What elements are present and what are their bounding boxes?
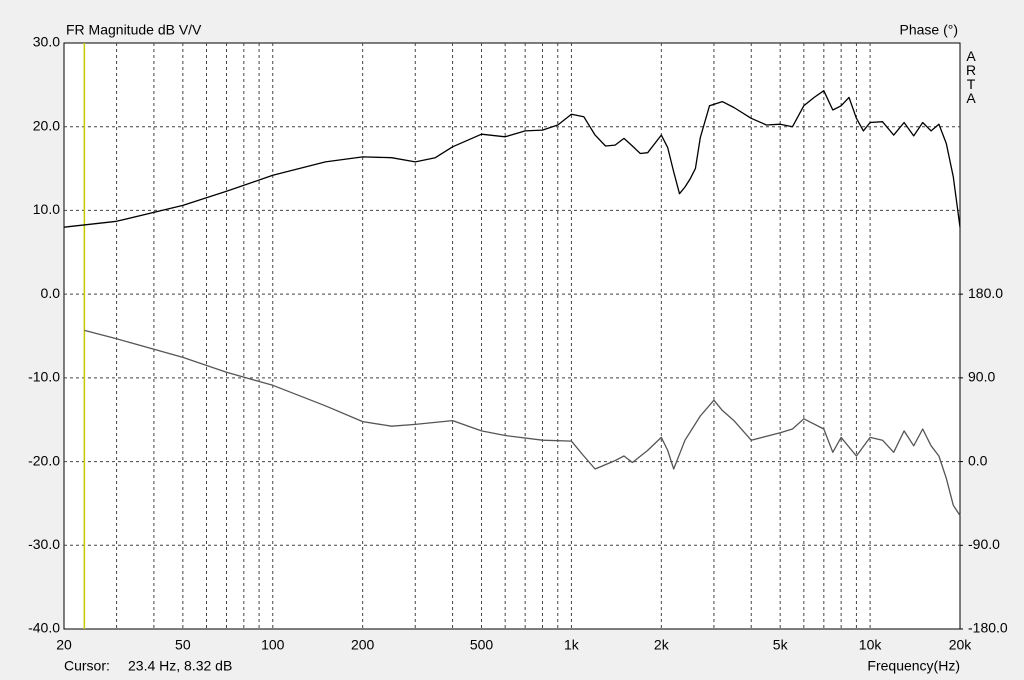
x-tick-label: 500 <box>470 637 494 653</box>
y2-tick-label: 0.0 <box>968 452 988 468</box>
y-tick-label: 20.0 <box>33 117 60 133</box>
x-tick-label: 2k <box>654 637 670 653</box>
x-axis-label: Frequency(Hz) <box>867 658 960 674</box>
x-tick-label: 1k <box>564 637 580 653</box>
cursor-text: 23.4 Hz, 8.32 dB <box>128 658 232 674</box>
y2-axis-label: Phase (°) <box>899 22 958 38</box>
x-tick-label: 20 <box>56 637 72 653</box>
data-line <box>84 329 961 516</box>
y-tick-label: 30.0 <box>33 34 60 50</box>
y-tick-label: -10.0 <box>28 369 60 385</box>
y-tick-label: -30.0 <box>28 536 60 552</box>
y2-tick-label: 90.0 <box>968 369 995 385</box>
y-tick-label: 10.0 <box>33 201 60 217</box>
y-tick-label: -20.0 <box>28 452 60 468</box>
x-tick-label: 50 <box>175 637 191 653</box>
x-tick-label: 200 <box>351 637 375 653</box>
chart-title: FR Magnitude dB V/V <box>66 22 202 38</box>
y-tick-label: 0.0 <box>41 285 61 301</box>
y-tick-label: -40.0 <box>28 620 60 636</box>
cursor-label: Cursor: <box>64 658 110 674</box>
y2-tick-label: -180.0 <box>968 620 1008 636</box>
brand: ARTA <box>963 48 979 104</box>
x-tick-label: 10k <box>859 637 883 653</box>
x-tick-label: 100 <box>261 637 285 653</box>
y2-tick-label: 180.0 <box>968 285 1003 301</box>
plot-area <box>63 42 961 630</box>
x-tick-label: 5k <box>773 637 789 653</box>
data-line <box>63 90 961 228</box>
x-tick-label: 20k <box>949 637 973 653</box>
y2-tick-label: -90.0 <box>968 536 1000 552</box>
